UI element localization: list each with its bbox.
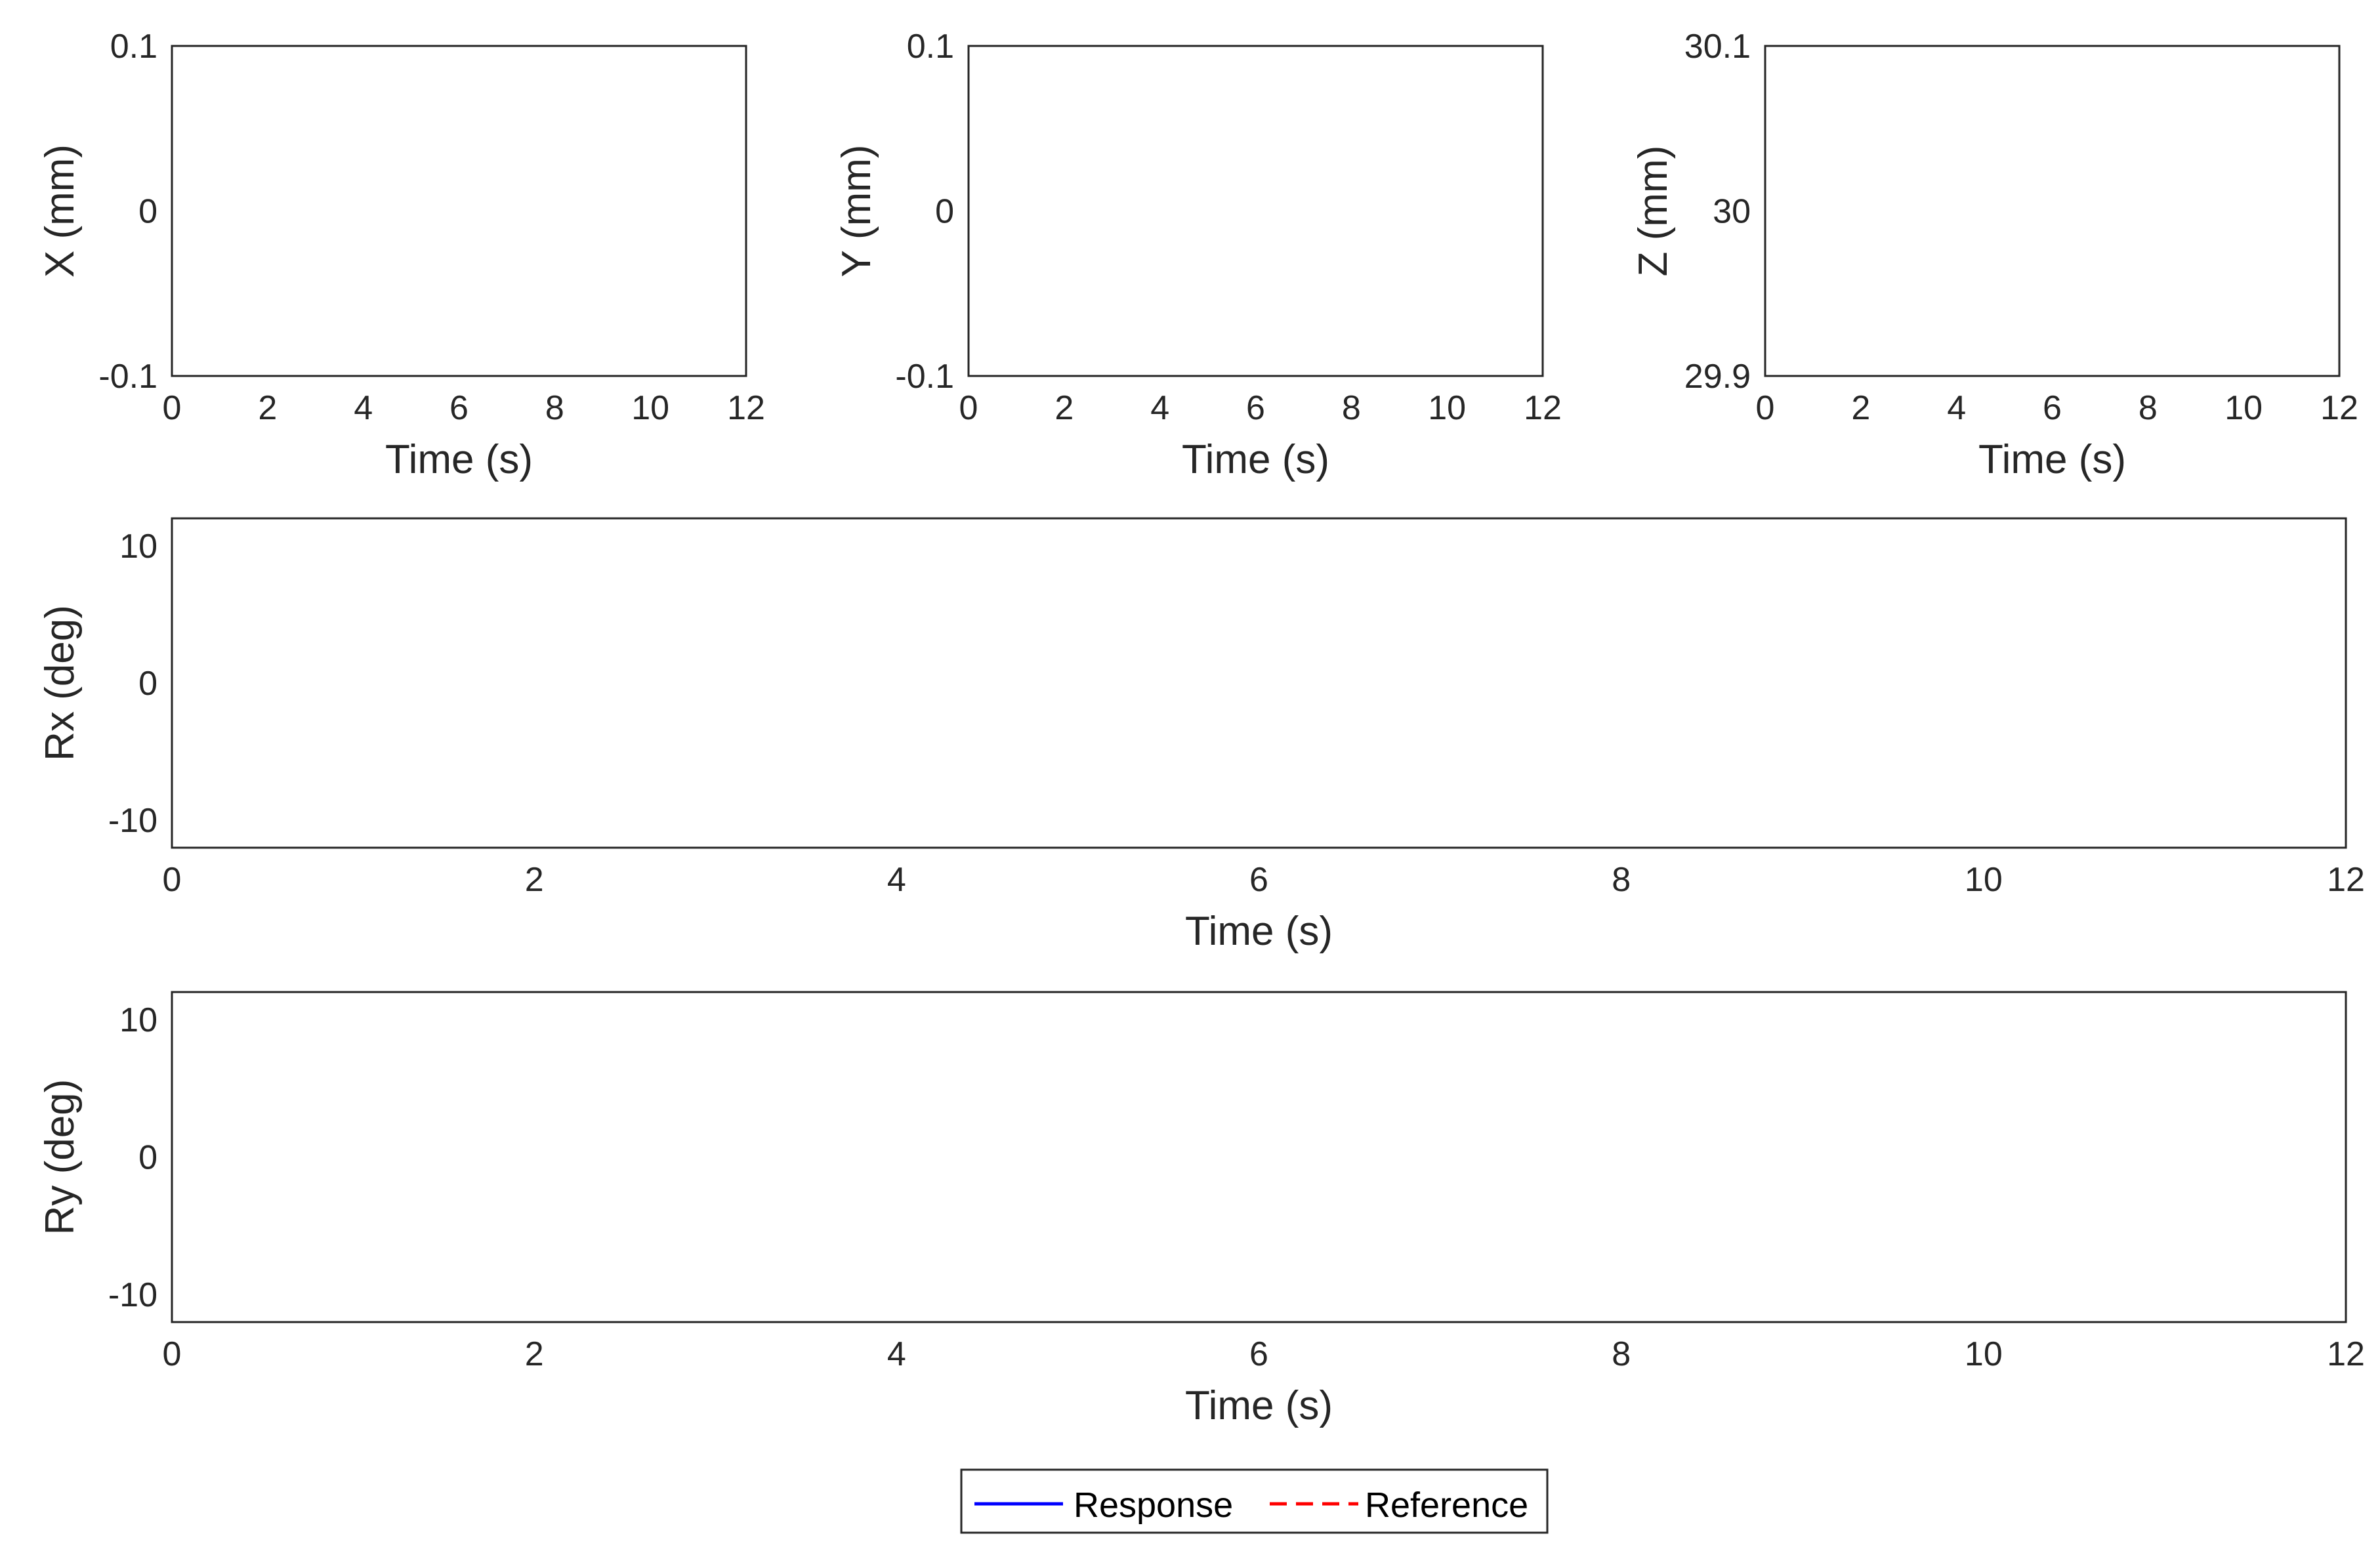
x-tick-label: 12: [2320, 389, 2358, 427]
y-tick-label: 30: [1713, 193, 1751, 231]
x-tick-label: 4: [1947, 389, 1966, 427]
y-tick-label: 0: [138, 193, 157, 231]
legend: Response Reference: [960, 1468, 1549, 1534]
x-axis-label: Time (s): [385, 437, 533, 482]
x-tick-label: 10: [2224, 389, 2263, 427]
y-tick-label: 0.1: [110, 28, 157, 66]
x-tick-label: 6: [449, 389, 469, 427]
x-tick-label: 12: [2327, 1335, 2365, 1373]
y-axis-label: Ry (deg): [37, 1079, 83, 1235]
x-tick-label: 4: [887, 1335, 906, 1373]
axes-frame: [967, 45, 1544, 377]
x-axis-label: Time (s): [1182, 437, 1329, 482]
y-tick-label: -10: [108, 1276, 157, 1314]
y-axis-label: Y (mm): [834, 144, 879, 277]
x-tick-label: 6: [1249, 1335, 1268, 1373]
y-axis-label: Z (mm): [1631, 146, 1676, 277]
chart-z: 0 2 4 6 8 10 12 29.9 30 30.1 Time (s) Z (mm): [1631, 28, 2358, 482]
y-tick-label: -0.1: [895, 358, 954, 396]
y-tick-label: 29.9: [1684, 358, 1751, 396]
y-tick-label: -10: [108, 802, 157, 840]
x-tick-label: 0: [163, 1335, 182, 1373]
y-tick-label: 0: [138, 1139, 157, 1177]
x-tick-label: 10: [1965, 1335, 2003, 1373]
x-tick-label: 0: [163, 861, 182, 899]
x-tick-label: 2: [525, 1335, 544, 1373]
x-tick-label: 6: [2043, 389, 2062, 427]
x-tick-label: 4: [354, 389, 373, 427]
x-tick-label: 6: [1249, 861, 1268, 899]
y-tick-label: 0.1: [907, 28, 954, 66]
x-tick-label: 10: [1965, 861, 2003, 899]
x-tick-label: 8: [1612, 861, 1631, 899]
x-tick-label: 8: [2139, 389, 2158, 427]
x-tick-label: 12: [2327, 861, 2365, 899]
x-tick-label: 2: [525, 861, 544, 899]
x-tick-label: 6: [1246, 389, 1265, 427]
y-tick-label: 10: [119, 1001, 157, 1039]
x-tick-label: 8: [1612, 1335, 1631, 1373]
x-tick-label: 10: [631, 389, 669, 427]
legend-reference-label: Reference: [1365, 1485, 1528, 1525]
axes-frame: [1764, 45, 2341, 377]
x-tick-label: 0: [1756, 389, 1775, 427]
x-tick-label: 4: [887, 861, 906, 899]
x-tick-label: 8: [545, 389, 564, 427]
x-axis-label: Time (s): [1185, 1383, 1333, 1428]
axes-frame: [171, 991, 2347, 1323]
x-axis-label: Time (s): [1185, 909, 1333, 954]
legend-response-label: Response: [1074, 1485, 1233, 1525]
y-tick-label: 0: [935, 193, 954, 231]
x-axis-label: Time (s): [1978, 437, 2126, 482]
y-tick-label: 30.1: [1684, 28, 1751, 66]
axes-frame: [171, 45, 747, 377]
x-tick-label: 0: [959, 389, 978, 427]
axes-frame: [171, 517, 2347, 849]
x-tick-label: 2: [1054, 389, 1074, 427]
y-tick-label: -0.1: [98, 358, 157, 396]
y-tick-label: 0: [138, 665, 157, 703]
x-tick-label: 12: [1524, 389, 1562, 427]
x-tick-label: 8: [1342, 389, 1361, 427]
x-tick-label: 2: [1851, 389, 1870, 427]
y-axis-label: X (mm): [37, 144, 83, 278]
y-tick-label: 10: [119, 528, 157, 566]
x-tick-label: 10: [1428, 389, 1466, 427]
x-tick-label: 2: [258, 389, 277, 427]
x-tick-label: 0: [163, 389, 182, 427]
x-tick-label: 4: [1150, 389, 1169, 427]
y-axis-label: Rx (deg): [37, 605, 83, 761]
legend-box: [960, 1468, 1549, 1534]
x-tick-label: 12: [727, 389, 765, 427]
